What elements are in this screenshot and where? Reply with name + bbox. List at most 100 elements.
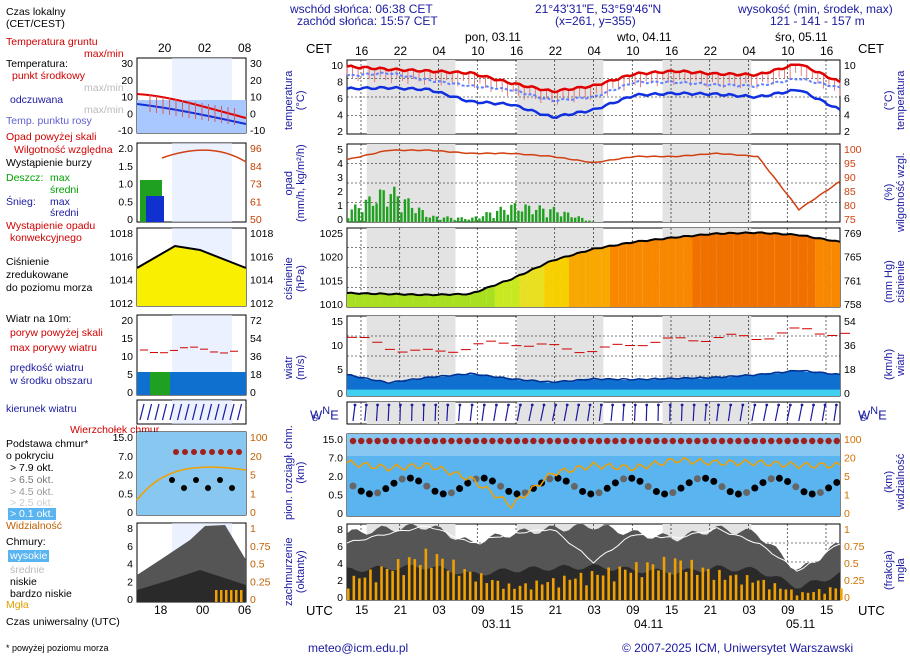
right-tick-precip: 95 xyxy=(844,158,856,170)
legend-right-tick: 73 xyxy=(250,179,262,191)
pressure-fill xyxy=(429,294,438,307)
cloud-top-dot xyxy=(538,437,545,445)
precip-bar xyxy=(506,214,510,222)
pressure-fill xyxy=(420,294,430,307)
compass-left: WNE xyxy=(310,405,339,423)
legend-low-area xyxy=(137,570,246,602)
pressure-fill xyxy=(486,285,495,307)
fog-bar xyxy=(513,588,516,600)
fog-bar xyxy=(729,575,732,600)
wind-dir-arrow xyxy=(798,404,803,422)
fog-bar xyxy=(374,582,378,600)
wind-dir-arrow xyxy=(375,404,379,422)
legend-top-tick: 20 xyxy=(158,41,172,55)
legend-left-tick: 2 xyxy=(127,576,133,588)
right-tick-temp: 6 xyxy=(844,93,850,105)
pressure-fill xyxy=(404,294,413,307)
fog-bar xyxy=(707,568,710,600)
fog-bar xyxy=(618,566,622,600)
cet-hour-label: 16 xyxy=(355,44,369,58)
wind-dir-arrowhead xyxy=(364,403,368,407)
precip-bar xyxy=(588,220,591,222)
right-tick-precip: 85 xyxy=(844,186,856,198)
fog-bar xyxy=(767,589,771,600)
left-tick-temp: 4 xyxy=(337,110,343,122)
legend-left-tick: 0 xyxy=(127,214,133,226)
fog-bar xyxy=(657,570,660,600)
right-tick-temp: 2 xyxy=(844,126,850,138)
wind-dir-arrow xyxy=(774,404,780,422)
wind-dir-arrowhead xyxy=(446,403,450,407)
fog-bar xyxy=(369,569,372,600)
fog-bar xyxy=(557,587,561,600)
precip-bar xyxy=(400,212,403,222)
footer-email[interactable]: meteo@icm.edu.pl xyxy=(308,641,409,655)
legend-cloud-base-dot xyxy=(193,477,199,483)
wind-dir-arrowhead xyxy=(753,403,757,407)
wind-dir-arrowhead xyxy=(376,403,379,407)
grid-text: (x=261, y=355) xyxy=(555,14,636,28)
dew-point-line xyxy=(346,71,841,103)
fog-bar xyxy=(551,578,555,600)
fog-bar xyxy=(535,580,538,600)
right-tick-press: 758 xyxy=(844,299,862,311)
wind-dir-arrowhead xyxy=(387,403,391,407)
right-tick-cover: 0.25 xyxy=(844,575,865,587)
fog-bar xyxy=(579,572,583,600)
cloud-base-dot xyxy=(497,482,505,490)
right-tick-temp: 4 xyxy=(844,110,850,122)
pressure-fill xyxy=(462,293,471,307)
day-top-3: śro, 05.11 xyxy=(775,30,828,44)
wind-speed-line xyxy=(346,369,841,385)
fog-bar xyxy=(413,559,417,600)
pressure-fill xyxy=(527,267,536,307)
cloud-base-dot xyxy=(685,479,693,487)
legend-left-tick: 1018 xyxy=(110,228,134,240)
pressure-line xyxy=(346,231,841,297)
legend-storm: Wystąpienie burzy xyxy=(6,157,92,169)
pressure-fill xyxy=(815,237,824,307)
day-bottom-2: 04.11 xyxy=(634,617,664,631)
fog-bar xyxy=(695,574,699,600)
pressure-fill xyxy=(626,241,635,307)
fog-bar xyxy=(690,559,694,600)
fog-bar xyxy=(457,575,461,600)
legend-left-tick: 15.0 xyxy=(113,432,134,444)
legend-left-tick: 0 xyxy=(127,594,133,606)
precip-bar xyxy=(549,209,552,222)
cloud-top-dot xyxy=(464,437,471,445)
height-values: 121 - 141 - 157 m xyxy=(770,14,865,28)
compass-left-s: S xyxy=(312,413,319,423)
precip-bar xyxy=(425,216,428,222)
left-tick-press: 1025 xyxy=(320,228,344,240)
right-tick-press: 761 xyxy=(844,275,862,287)
fog-bar xyxy=(363,577,367,600)
wind-dir-arrowhead xyxy=(692,403,696,407)
precip-bar xyxy=(534,209,538,222)
precip-bar xyxy=(488,212,492,222)
cloud-base-dot xyxy=(595,489,603,497)
pressure-fill xyxy=(445,294,454,307)
humidity-line xyxy=(346,149,841,211)
right-tick-wind: 36 xyxy=(844,340,856,352)
day-bottom-1: 03.11 xyxy=(482,617,512,631)
legend-cloud-top-dot xyxy=(200,449,206,455)
legend-right-tick: 0 xyxy=(250,507,256,519)
wind-dir-arrow xyxy=(751,404,756,422)
precip-bar xyxy=(460,217,463,222)
sunset-text: zachód słońca: 15:57 CET xyxy=(297,14,438,28)
pressure-fill xyxy=(494,282,504,307)
fog-bar xyxy=(396,559,400,600)
legend-press-fill xyxy=(137,246,246,306)
cloud-top-dot xyxy=(431,437,439,445)
wind-right-title: (km/h) wiatr xyxy=(883,348,907,380)
fog-bar xyxy=(380,566,383,600)
legend-temperature: Temperatura: xyxy=(6,58,68,70)
pressure-fill xyxy=(651,239,660,307)
legend-dir-arrow xyxy=(169,403,175,421)
wind-dir-arrow xyxy=(633,404,636,422)
fog-bar xyxy=(468,571,472,600)
pressure-fill xyxy=(601,246,610,307)
utc-hour-label: 09 xyxy=(471,603,485,617)
legend-local-time: Czas lokalny xyxy=(6,6,66,18)
